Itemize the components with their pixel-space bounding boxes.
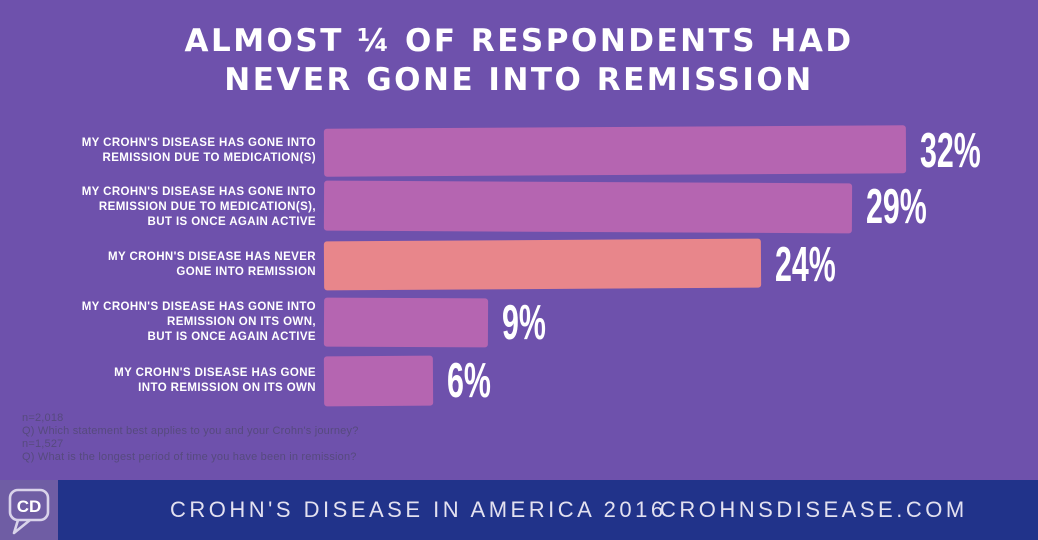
chart-title: ALMOST ¼ OF RESPONDENTS HAD NEVER GONE I…: [0, 22, 1038, 100]
footer-bar: CROHN'S DISEASE IN AMERICA 2016 CROHNSDI…: [58, 480, 1038, 540]
bar-value-label: 6%: [447, 354, 491, 408]
bar-value-label: 9%: [502, 295, 546, 350]
bar-row-2: 29%: [323, 180, 964, 234]
bar-label-line: MY CROHN'S DISEASE HAS GONE INTO: [81, 301, 316, 313]
footer-website: CROHNSDISEASE.COM: [660, 497, 968, 522]
bar-label-line: REMISSION ON ITS OWN,: [167, 316, 316, 328]
bar-label-line: REMISSION DUE TO MEDICATION(S),: [98, 200, 316, 213]
bar-label-line: MY CROHN'S DISEASE HAS GONE: [114, 367, 316, 379]
bar-label-never-remission: MY CROHN'S DISEASE HAS NEVER GONE INTO R…: [0, 240, 316, 289]
bar-label-remission-own-active: MY CROHN'S DISEASE HAS GONE INTO REMISSI…: [0, 298, 316, 347]
footnotes: n=2,018 Q) Which statement best applies …: [22, 412, 359, 464]
bar-row-3: 24%: [323, 238, 873, 292]
footer-survey-name: CROHN'S DISEASE IN AMERICA 2016: [170, 497, 667, 522]
bar-row-5: 6%: [323, 354, 518, 408]
bar-row-4: 9%: [323, 296, 573, 350]
bar-label-remission-own: MY CROHN'S DISEASE HAS GONE INTO REMISSI…: [0, 356, 316, 406]
bar-value-label: 29%: [866, 180, 927, 234]
cd-logo-tile: CD: [0, 480, 58, 540]
cd-logo-text: CD: [17, 497, 42, 516]
bar-value-label: 24%: [775, 237, 836, 292]
bar-remission-medication-active: [323, 180, 853, 234]
footnote-question-2: Q) What is the longest period of time yo…: [22, 451, 357, 463]
bar-label-line: BUT IS ONCE AGAIN ACTIVE: [147, 331, 316, 343]
bar-label-line: MY CROHN'S DISEASE HAS GONE INTO: [81, 137, 316, 149]
bar-label-remission-medication: MY CROHN'S DISEASE HAS GONE INTO REMISSI…: [0, 127, 316, 175]
bar-label-line: INTO REMISSION ON ITS OWN: [138, 382, 316, 394]
chart-title-line-2: NEVER GONE INTO REMISSION: [224, 62, 814, 98]
bar-remission-medication: [323, 125, 907, 177]
bar-row-1: 32%: [323, 124, 1018, 178]
cd-speech-bubble-logo-icon: CD: [8, 488, 50, 535]
bar-remission-own-active: [323, 297, 489, 348]
footer: CD CROHN'S DISEASE IN AMERICA 2016 CROHN…: [0, 480, 1038, 540]
bar-label-line: MY CROHN'S DISEASE HAS GONE INTO: [81, 185, 316, 198]
bar-remission-own: [323, 355, 434, 407]
bar-label-remission-medication-active: MY CROHN'S DISEASE HAS GONE INTO REMISSI…: [0, 182, 316, 232]
footnote-sample-size-1: n=2,018: [22, 412, 64, 424]
chart-title-line-1: ALMOST ¼ OF RESPONDENTS HAD: [184, 23, 854, 59]
footnote-question-1: Q) Which statement best applies to you a…: [22, 425, 359, 437]
bar-label-line: BUT IS ONCE AGAIN ACTIVE: [147, 215, 316, 228]
bar-label-line: GONE INTO REMISSION: [176, 265, 316, 278]
bar-label-line: MY CROHN'S DISEASE HAS NEVER: [108, 250, 316, 263]
footnote-sample-size-2: n=1,527: [22, 438, 64, 450]
bar-label-line: REMISSION DUE TO MEDICATION(S): [102, 152, 316, 164]
bar-never-remission-highlighted: [323, 238, 762, 291]
bar-value-label: 32%: [920, 124, 981, 178]
